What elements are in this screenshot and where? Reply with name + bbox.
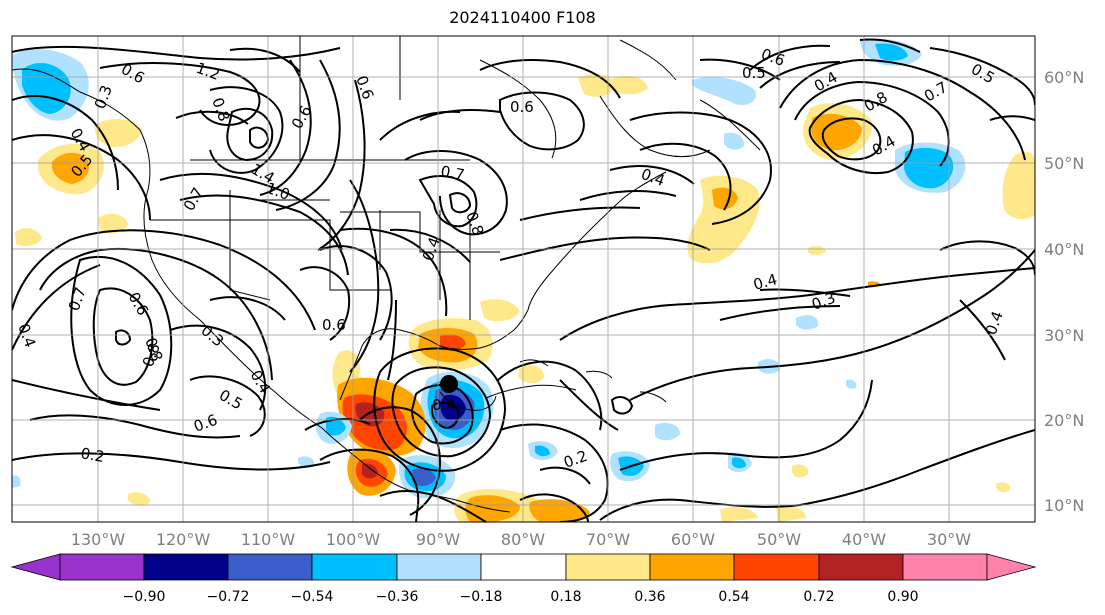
lon-label: 40°W	[842, 530, 886, 549]
lon-label: 110°W	[241, 530, 296, 549]
lon-label: 70°W	[586, 530, 630, 549]
contour-label: 0.7	[439, 162, 466, 184]
lat-label: 30°N	[1044, 326, 1084, 345]
longitude-axis: 130°W 120°W 110°W 100°W 90°W 80°W 70°W 6…	[71, 530, 971, 549]
coastlines	[12, 36, 761, 513]
colorbar-tick-label: −0.18	[460, 589, 503, 605]
lat-label: 20°N	[1044, 411, 1084, 430]
contour-label: 0.2	[79, 444, 106, 466]
colorbar-extend-low	[10, 553, 61, 581]
colorbar-tick-label: −0.54	[291, 589, 334, 605]
storm-center-marker	[440, 375, 458, 393]
colorbar-tick-label: 0.90	[887, 589, 918, 605]
colorbar-tick-label: −0.72	[207, 589, 250, 605]
contour-lines	[12, 38, 1035, 522]
lon-label: 50°W	[757, 530, 801, 549]
lat-label: 60°N	[1044, 68, 1084, 87]
colorbar-tick-label: 0.72	[803, 589, 834, 605]
contour-label: 0.4	[432, 396, 456, 414]
graticule	[12, 36, 1035, 522]
lon-label: 130°W	[71, 530, 126, 549]
colorbar-tick-label: 0.18	[550, 589, 581, 605]
colorbar-labels: −0.90 −0.72 −0.54 −0.36 −0.18 0.18 0.36 …	[123, 589, 919, 605]
colorbar-tick-label: −0.36	[376, 589, 419, 605]
lon-label: 90°W	[416, 530, 460, 549]
colorbar-tick-label: 0.54	[718, 589, 749, 605]
contour-label: 0.6	[322, 316, 346, 334]
contour-label: 0.6	[510, 98, 534, 116]
lon-label: 80°W	[501, 530, 545, 549]
lon-label: 30°W	[927, 530, 971, 549]
contour-label: 0.5	[742, 64, 766, 82]
lon-label: 60°W	[671, 530, 715, 549]
map-frame	[11, 35, 1036, 523]
colorbar-tick-label: 0.36	[634, 589, 665, 605]
latitude-axis: 60°N 50°N 40°N 30°N 20°N 10°N	[1044, 68, 1084, 515]
map-title: 2024110400 F108	[449, 8, 596, 27]
colorbar	[10, 553, 1037, 581]
lat-label: 10°N	[1044, 496, 1084, 515]
lat-label: 50°N	[1044, 154, 1084, 173]
colorbar-tick-label: −0.90	[123, 589, 166, 605]
lat-label: 40°N	[1044, 240, 1084, 259]
lon-label: 120°W	[156, 530, 211, 549]
colorbar-extend-high	[986, 553, 1037, 581]
contour-label: 0.4	[751, 270, 779, 294]
lon-label: 100°W	[326, 530, 381, 549]
